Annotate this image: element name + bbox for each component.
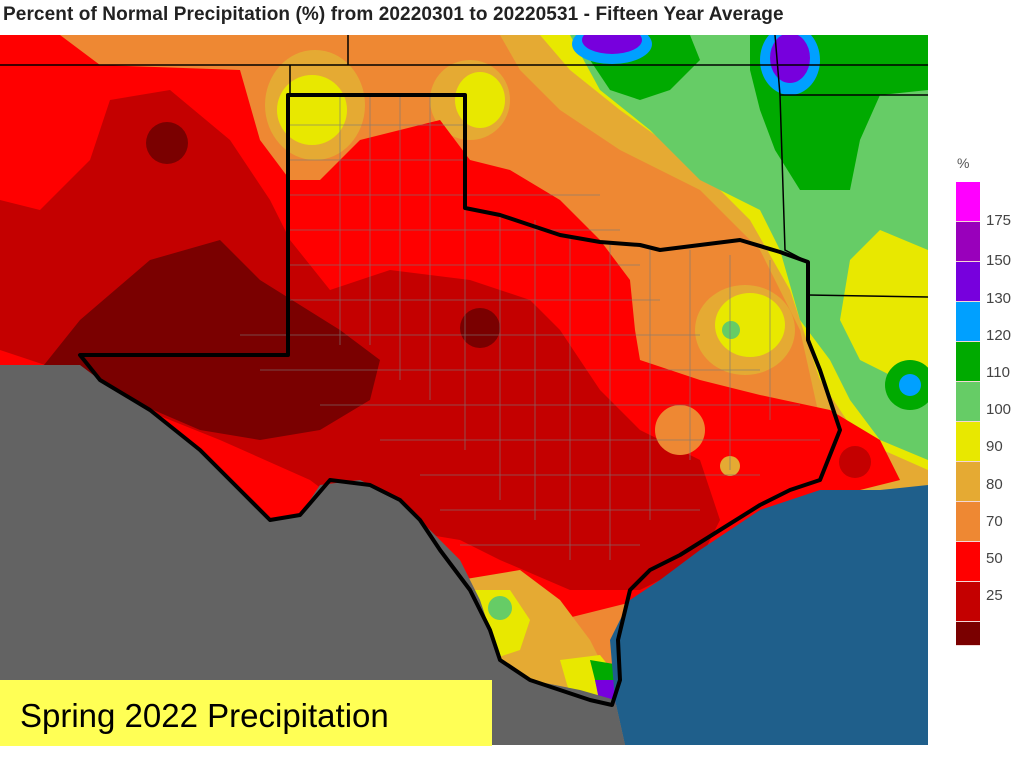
legend-label: 150 (986, 252, 1012, 269)
legend-swatch (956, 222, 980, 262)
legend-swatch (956, 342, 980, 382)
legend-swatch (956, 582, 980, 622)
caption-text: Spring 2022 Precipitation (20, 697, 389, 734)
legend-label: 80 (986, 476, 1003, 493)
map-title: Percent of Normal Precipitation (%) from… (3, 4, 784, 25)
legend-swatch (956, 422, 980, 462)
legend-label: 110 (986, 364, 1010, 381)
legend-label: 100 (986, 401, 1012, 418)
caption-banner: Spring 2022 Precipitation (0, 680, 492, 746)
legend-label: 130 (986, 290, 1012, 307)
legend-swatch (956, 182, 980, 222)
legend-unit: % (957, 155, 970, 171)
legend-label: 90 (986, 438, 1003, 455)
legend-swatch (956, 622, 980, 646)
legend-swatch (956, 542, 980, 582)
legend-color-bar (956, 182, 980, 646)
precipitation-map (0, 35, 928, 745)
legend-swatch (956, 382, 980, 422)
legend-label: 50 (986, 550, 1003, 567)
legend-label: 25 (986, 587, 1003, 604)
legend-swatch (956, 502, 980, 542)
legend-swatch (956, 262, 980, 302)
legend-swatch (956, 462, 980, 502)
legend-swatch (956, 302, 980, 342)
legend-label: 70 (986, 513, 1003, 530)
legend-label: 120 (986, 327, 1012, 344)
legend-label: 175 (986, 212, 1012, 229)
